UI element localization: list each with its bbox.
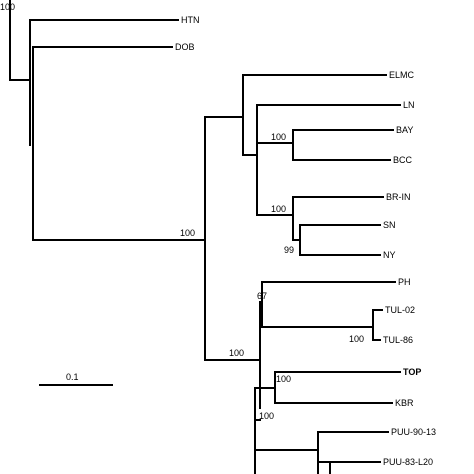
- bootstrap-value: 100: [229, 348, 244, 358]
- bootstrap-value: 100: [349, 334, 364, 344]
- taxon-label-ny: NY: [383, 250, 396, 260]
- taxon-label-dob: DOB: [175, 42, 195, 52]
- scale-bar-label: 0.1: [66, 372, 79, 382]
- bootstrap-value: 67: [257, 291, 267, 301]
- taxon-label-ln: LN: [403, 100, 415, 110]
- taxon-label-elmc: ELMC: [389, 70, 415, 80]
- bootstrap-value: 99: [284, 245, 294, 255]
- taxon-label-bay: BAY: [396, 125, 413, 135]
- taxon-label-sn: SN: [383, 220, 396, 230]
- bootstrap-value: 100: [271, 204, 286, 214]
- bootstrap-value: 100: [180, 228, 195, 238]
- bootstrap-value: 100: [271, 132, 286, 142]
- taxon-label-tul-02: TUL-02: [385, 305, 415, 315]
- taxon-label-top: TOP: [403, 367, 421, 377]
- taxon-label-kbr: KBR: [395, 398, 414, 408]
- taxon-label-puu-83-l20: PUU-83-L20: [383, 457, 433, 467]
- bootstrap-value: 100: [0, 2, 15, 12]
- bootstrap-value: 100: [276, 374, 291, 384]
- taxon-label-puu-90-13: PUU-90-13: [391, 427, 436, 437]
- bootstrap-value: 100: [259, 411, 274, 421]
- taxon-label-ph: PH: [398, 277, 411, 287]
- taxon-label-br-in: BR-IN: [386, 192, 411, 202]
- taxon-label-bcc: BCC: [393, 155, 413, 165]
- taxon-label-htn: HTN: [181, 15, 200, 25]
- taxon-label-tul-86: TUL-86: [383, 335, 413, 345]
